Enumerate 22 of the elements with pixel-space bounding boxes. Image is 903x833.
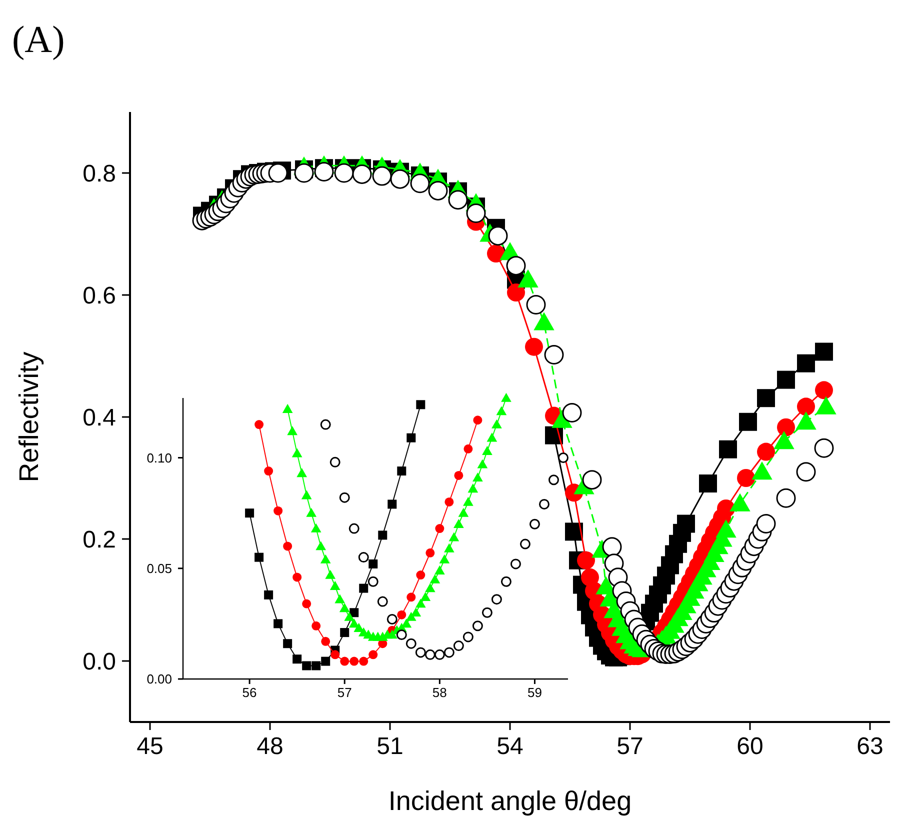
y-tick-label: 0.6	[82, 282, 116, 310]
x-axis-title: Incident angle θ/deg	[388, 786, 632, 816]
x-tick-label: 57	[337, 685, 352, 700]
x-tick-label: 45	[136, 733, 164, 760]
x-tick-label: 59	[527, 685, 542, 700]
y-tick-label: 0.8	[82, 160, 116, 188]
y-tick-label: 0.10	[146, 450, 172, 466]
y-tick-label: 0.0	[82, 648, 116, 676]
x-tick-label: 58	[432, 685, 447, 700]
y-tick-label: 0.2	[82, 526, 116, 554]
y-axis-title: Reflectivity	[14, 351, 44, 482]
y-tick-label: 0.05	[146, 560, 172, 576]
x-tick-label: 57	[616, 733, 644, 760]
x-tick-label: 63	[856, 733, 884, 760]
x-tick-label: 48	[256, 733, 284, 760]
y-tick-label: 0.4	[82, 404, 116, 432]
x-tick-label: 56	[242, 685, 257, 700]
x-tick-label: 54	[496, 733, 524, 760]
x-tick-label: 60	[736, 733, 764, 760]
chart-title: (A)	[12, 19, 65, 61]
x-tick-label: 51	[376, 733, 404, 760]
y-tick-label: 0.00	[146, 672, 172, 687]
